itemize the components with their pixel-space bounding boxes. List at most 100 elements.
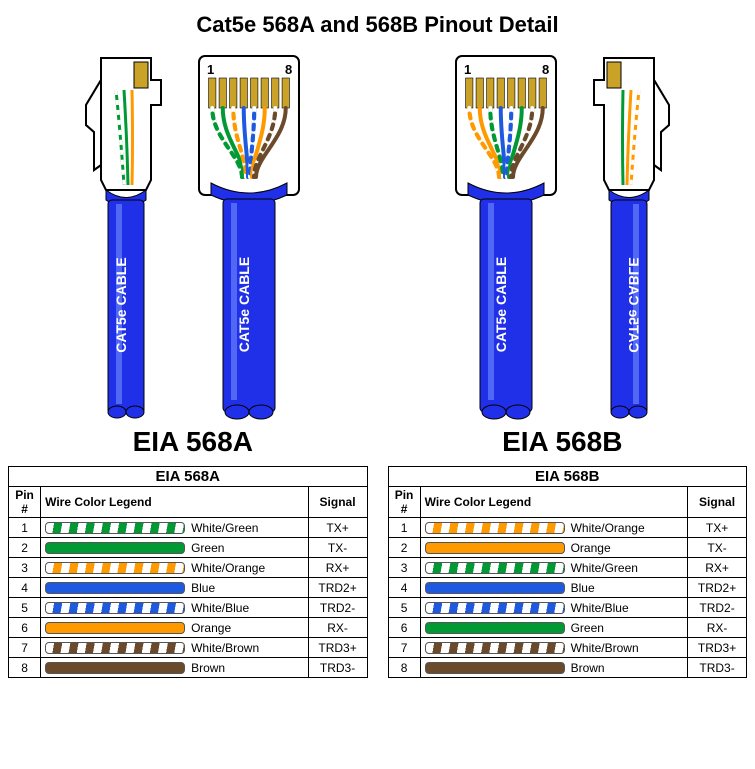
table-row: 4 Blue TRD2+ [388, 578, 747, 598]
cell-pin: 6 [9, 618, 41, 638]
connectors-568b: 1 8 CAT5e CABLE CAT5e CABLE [446, 50, 679, 420]
svg-text:1: 1 [207, 62, 214, 77]
svg-text:CAT5e CABLE: CAT5e CABLE [493, 257, 509, 352]
cell-wire: White/Blue [420, 598, 688, 618]
col-header-signal: Signal [688, 487, 747, 518]
cell-signal: TX+ [308, 518, 367, 538]
standard-label-568a: EIA 568A [133, 426, 253, 458]
table-row: 3 White/Green RX+ [388, 558, 747, 578]
wire-name: White/Green [191, 521, 258, 535]
cell-pin: 5 [9, 598, 41, 618]
table-row: 7 White/Brown TRD3+ [9, 638, 368, 658]
wire-name: Orange [191, 621, 231, 635]
cell-signal: RX- [688, 618, 747, 638]
wire-swatch-icon [425, 642, 565, 654]
wire-swatch-icon [425, 562, 565, 574]
cell-signal: TRD3+ [308, 638, 367, 658]
diagram-group-568b: 1 8 CAT5e CABLE CAT5e CABLE EIA 568B [446, 50, 679, 458]
wire-swatch-icon [45, 622, 185, 634]
cell-pin: 5 [388, 598, 420, 618]
pinout-table-568a: EIA 568A Pin # Wire Color Legend Signal … [8, 466, 368, 678]
cell-wire: Green [420, 618, 688, 638]
cell-pin: 3 [388, 558, 420, 578]
cell-signal: TRD2- [688, 598, 747, 618]
wire-swatch-icon [425, 582, 565, 594]
wire-swatch-icon [425, 522, 565, 534]
table-row: 1 White/Green TX+ [9, 518, 368, 538]
table-title: EIA 568B [388, 467, 747, 487]
wire-name: Brown [191, 661, 225, 675]
cell-signal: RX- [308, 618, 367, 638]
wire-swatch-icon [45, 642, 185, 654]
cell-signal: TRD2+ [688, 578, 747, 598]
table-row: 2 Orange TX- [388, 538, 747, 558]
wire-swatch-icon [45, 562, 185, 574]
svg-text:8: 8 [285, 62, 292, 77]
cell-wire: White/Orange [420, 518, 688, 538]
cell-pin: 4 [9, 578, 41, 598]
col-header-color: Wire Color Legend [420, 487, 688, 518]
wire-swatch-icon [45, 542, 185, 554]
svg-text:CAT5e CABLE: CAT5e CABLE [113, 257, 129, 352]
connectors-568a: CAT5e CABLE 1 8 CAT5e CABLE [76, 50, 309, 420]
table-row: 8 Brown TRD3- [9, 658, 368, 678]
table-row: 8 Brown TRD3- [388, 658, 747, 678]
tables-row: EIA 568A Pin # Wire Color Legend Signal … [8, 466, 747, 678]
connector-side-568a: CAT5e CABLE [76, 50, 171, 420]
table-row: 2 Green TX- [9, 538, 368, 558]
cell-wire: Blue [420, 578, 688, 598]
wire-swatch-icon [45, 662, 185, 674]
table-title: EIA 568A [9, 467, 368, 487]
cell-wire: Orange [420, 538, 688, 558]
cell-wire: White/Green [41, 518, 309, 538]
cell-pin: 4 [388, 578, 420, 598]
wire-swatch-icon [425, 542, 565, 554]
wire-name: Green [191, 541, 224, 555]
cell-pin: 8 [388, 658, 420, 678]
cell-pin: 7 [388, 638, 420, 658]
wire-swatch-icon [45, 602, 185, 614]
svg-text:CAT5e CABLE: CAT5e CABLE [236, 257, 252, 352]
cell-pin: 6 [388, 618, 420, 638]
svg-text:1: 1 [464, 62, 471, 77]
col-header-pin: Pin # [9, 487, 41, 518]
table-row: 1 White/Orange TX+ [388, 518, 747, 538]
wire-swatch-icon [45, 582, 185, 594]
cell-pin: 3 [9, 558, 41, 578]
col-header-pin: Pin # [388, 487, 420, 518]
svg-text:8: 8 [542, 62, 549, 77]
wire-swatch-icon [425, 602, 565, 614]
table-row: 3 White/Orange RX+ [9, 558, 368, 578]
cell-signal: TX- [308, 538, 367, 558]
wire-name: White/Green [571, 561, 638, 575]
table-row: 7 White/Brown TRD3+ [388, 638, 747, 658]
wire-name: Blue [191, 581, 215, 595]
cell-pin: 8 [9, 658, 41, 678]
standard-label-568b: EIA 568B [502, 426, 622, 458]
wire-name: White/Orange [191, 561, 265, 575]
wire-name: White/Blue [571, 601, 629, 615]
wire-swatch-icon [425, 662, 565, 674]
connector-side-568b: CAT5e CABLE [584, 50, 679, 420]
cell-signal: TRD2+ [308, 578, 367, 598]
diagram-row: CAT5e CABLE 18CAT5e CABLE EIA 568A 18CAT… [8, 50, 747, 458]
wire-name: Orange [571, 541, 611, 555]
cell-wire: White/Blue [41, 598, 309, 618]
wire-name: Blue [571, 581, 595, 595]
cell-wire: Blue [41, 578, 309, 598]
cell-signal: TRD2- [308, 598, 367, 618]
connector-front-568b: 1 8 CAT5e CABLE [446, 50, 566, 420]
cell-wire: Green [41, 538, 309, 558]
wire-name: White/Orange [571, 521, 645, 535]
cell-signal: TX+ [688, 518, 747, 538]
cell-signal: TX- [688, 538, 747, 558]
connector-front-568a: 1 8 CAT5e CABLE [189, 50, 309, 420]
pinout-table-568b: EIA 568B Pin # Wire Color Legend Signal … [388, 466, 748, 678]
cell-signal: RX+ [688, 558, 747, 578]
table-row: 5 White/Blue TRD2- [9, 598, 368, 618]
cell-wire: White/Brown [420, 638, 688, 658]
table-row: 5 White/Blue TRD2- [388, 598, 747, 618]
cell-pin: 2 [388, 538, 420, 558]
wire-swatch-icon [425, 622, 565, 634]
diagram-group-568a: CAT5e CABLE 1 8 CAT5e CABLE EIA 568A [76, 50, 309, 458]
